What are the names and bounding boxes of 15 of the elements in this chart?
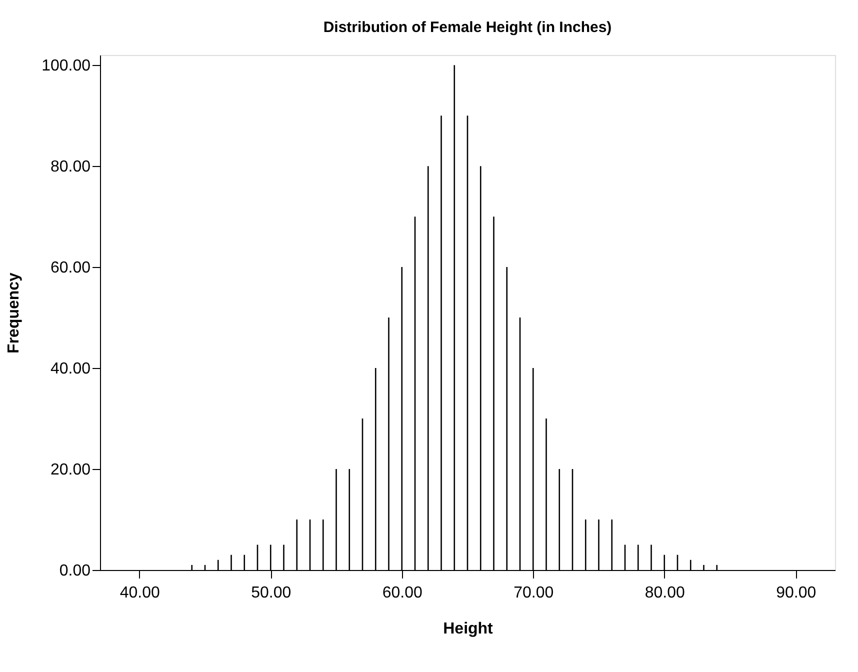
- y-tick-label: 40.00: [50, 360, 91, 378]
- y-tick-label: 60.00: [50, 260, 91, 277]
- y-tick-label: 0.00: [59, 562, 91, 580]
- x-tick-label: 90.00: [776, 584, 816, 602]
- x-tick-label: 70.00: [514, 584, 554, 602]
- x-axis-title: Height: [443, 620, 494, 638]
- x-tick-label: 80.00: [644, 584, 685, 602]
- y-tick-label: 20.00: [50, 462, 91, 479]
- chart-title: Distribution of Female Height (in Inches): [323, 19, 612, 36]
- x-tick-label: 40.00: [120, 584, 160, 602]
- x-tick-label: 50.00: [251, 584, 292, 602]
- y-tick-label: 80.00: [50, 158, 91, 176]
- x-tick-label: 60.00: [382, 584, 422, 602]
- y-axis-title: Frequency: [6, 272, 23, 354]
- y-tick-label: 100.00: [42, 58, 91, 75]
